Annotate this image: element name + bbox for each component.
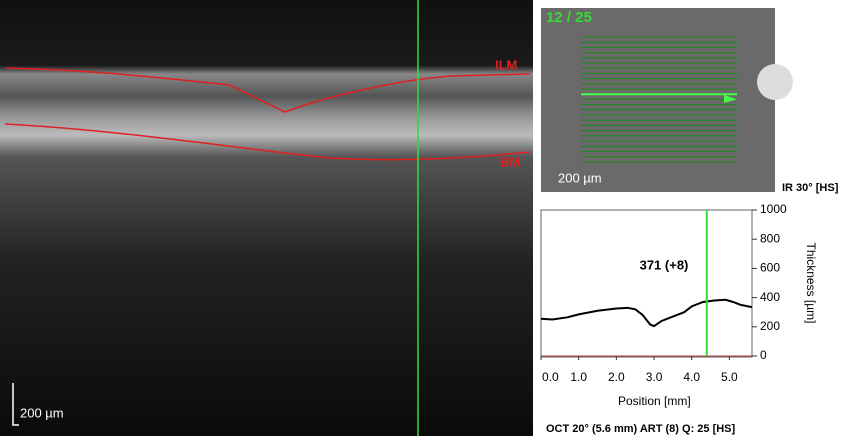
y-tick-label: 0 [760,348,767,362]
oct-scale-label: 200 µm [20,405,64,420]
scan-index: 12 / 25 [546,9,592,26]
y-tick-label: 400 [760,290,780,304]
x-tick-label: 2.0 [608,370,625,384]
screen: ILM BM 200 µm 12 / 25 200 µm IR 30° [HS]… [0,0,863,436]
y-tick-label: 800 [760,231,780,245]
x-tick-label: 0.0 [542,370,559,384]
bm-label: BM [500,154,520,169]
optic-disc [757,64,793,100]
ilm-label: ILM [495,57,517,72]
fundus-image [541,8,775,192]
footer: OCT 20° (5.6 mm) ART (8) Q: 25 [HS] [546,423,736,435]
plot-frame [541,210,752,357]
x-tick-label: 1.0 [570,370,587,384]
x-tick-label: 3.0 [646,370,663,384]
oct-scan [0,0,533,436]
x-tick-label: 5.0 [721,370,738,384]
x-axis-label: Position [mm] [618,394,691,408]
y-tick-label: 1000 [760,202,787,216]
y-tick-label: 200 [760,319,780,333]
fundus-caption: IR 30° [HS] [782,182,839,194]
y-tick-label: 600 [760,261,780,275]
x-tick-label: 4.0 [683,370,700,384]
thickness-annotation: 371 (+8) [640,257,689,272]
y-axis-label: Thickness [µm] [804,243,818,324]
page: ILM BM 200 µm 12 / 25 200 µm IR 30° [HS]… [0,0,863,436]
fundus-scale-label: 200 µm [558,170,602,185]
